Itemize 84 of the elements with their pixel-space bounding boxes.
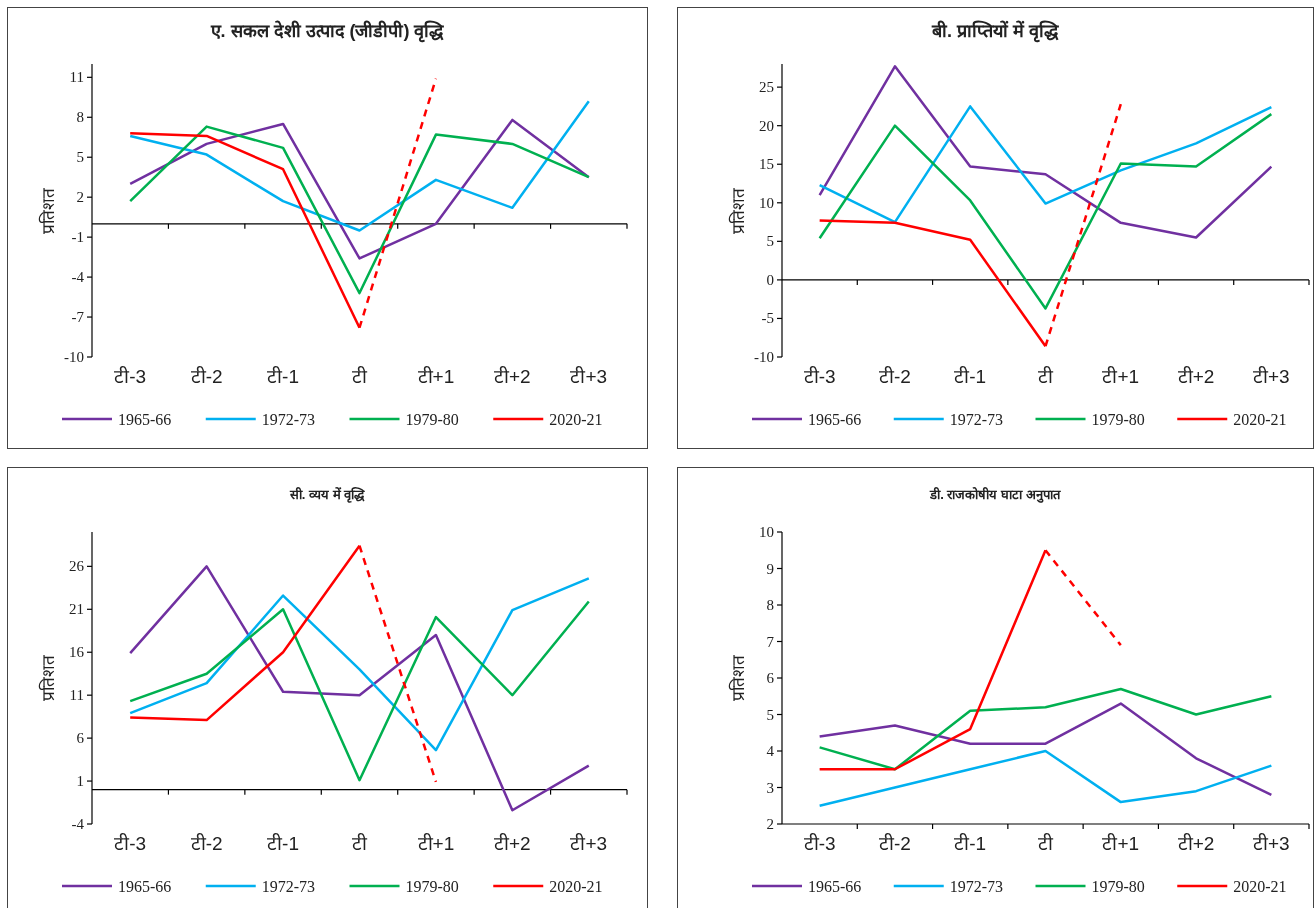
- x-tick-label: टी+3: [570, 832, 608, 854]
- y-tick-label: 26: [69, 558, 85, 575]
- legend-label: 2020-21: [549, 411, 603, 428]
- x-tick-label: टी+3: [1253, 365, 1290, 387]
- y-tick-label: 10: [759, 524, 774, 540]
- legend-label: 1965-66: [808, 878, 862, 895]
- x-tick-label: टी: [1038, 365, 1054, 387]
- x-tick-label: टी-2: [878, 365, 911, 387]
- chart-title: डी. राजकोषीय घाटा अनुपात: [929, 487, 1061, 503]
- x-tick-label: टी-2: [190, 365, 223, 387]
- y-tick-label: -5: [761, 310, 774, 327]
- y-tick-label: -4: [71, 816, 85, 832]
- legend-label: 1979-80: [405, 878, 459, 895]
- x-tick-label: टी+1: [1102, 365, 1140, 387]
- x-tick-label: टी+2: [494, 832, 531, 854]
- legend-label: 1972-73: [261, 878, 316, 895]
- y-axis-title: प्रतिशत: [38, 655, 58, 701]
- legend-label: 1972-73: [949, 411, 1004, 428]
- chart-title: ए. सकल देशी उत्पाद (जीडीपी) वृद्धि: [209, 20, 445, 43]
- x-tick-label: टी-1: [954, 365, 987, 387]
- legend-label: 1979-80: [405, 411, 459, 428]
- y-tick-label: 6: [76, 730, 85, 747]
- y-axis-title: प्रतिशत: [728, 187, 748, 234]
- y-tick-label: 6: [766, 670, 775, 686]
- x-tick-label: टी-3: [114, 832, 147, 854]
- x-tick-label: टी-3: [114, 365, 147, 387]
- y-tick-label: 4: [766, 743, 775, 759]
- legend-label: 1979-80: [1091, 878, 1145, 895]
- x-tick-label: टी: [352, 365, 368, 387]
- y-tick-label: -10: [64, 349, 84, 365]
- x-tick-label: टी+3: [1253, 832, 1290, 854]
- x-tick-label: टी+1: [417, 365, 455, 387]
- y-tick-label: 2: [76, 189, 84, 206]
- legend-label: 2020-21: [1233, 411, 1287, 428]
- y-tick-label: -4: [71, 269, 85, 286]
- x-tick-label: टी+2: [494, 365, 531, 387]
- y-tick-label: 1: [76, 773, 84, 790]
- chart-title: बी. प्राप्तियों में वृद्धि: [930, 20, 1059, 43]
- y-tick-label: 16: [69, 644, 85, 661]
- x-tick-label: टी+1: [417, 832, 455, 854]
- chart-title: सी. व्यय में वृद्धि: [288, 487, 366, 503]
- x-tick-label: टी+1: [1102, 832, 1140, 854]
- y-tick-label: 20: [759, 117, 774, 134]
- y-tick-label: 9: [766, 560, 774, 577]
- x-tick-label: टी+3: [570, 365, 608, 387]
- legend-label: 1972-73: [261, 411, 316, 428]
- y-tick-label: 15: [759, 156, 774, 173]
- y-tick-label: -10: [754, 349, 774, 365]
- y-tick-label: 11: [69, 69, 84, 86]
- y-tick-label: -7: [71, 309, 85, 326]
- y-tick-label: 8: [76, 109, 84, 126]
- x-tick-label: टी-1: [954, 832, 987, 854]
- x-tick-label: टी-3: [803, 832, 836, 854]
- y-tick-label: 10: [759, 194, 774, 211]
- y-tick-label: 11: [69, 687, 84, 704]
- x-tick-label: टी: [352, 832, 368, 854]
- legend-label: 2020-21: [1233, 878, 1287, 895]
- y-tick-label: 0: [766, 271, 774, 288]
- legend-label: 1965-66: [118, 411, 172, 428]
- x-tick-label: टी+2: [1177, 365, 1215, 387]
- x-tick-label: टी-2: [878, 832, 911, 854]
- y-axis-title: प्रतिशत: [728, 655, 748, 701]
- y-tick-label: 25: [759, 79, 774, 96]
- legend-label: 1979-80: [1091, 411, 1145, 428]
- x-tick-label: टी-1: [267, 832, 300, 854]
- x-tick-label: टी+2: [1177, 832, 1215, 854]
- y-tick-label: 5: [766, 706, 774, 723]
- x-tick-label: टी-1: [267, 365, 300, 387]
- legend-label: 1972-73: [949, 878, 1004, 895]
- y-tick-label: 8: [766, 597, 774, 613]
- y-tick-label: -1: [71, 229, 84, 246]
- y-tick-label: 21: [69, 601, 84, 618]
- x-tick-label: टी-3: [803, 365, 836, 387]
- y-tick-label: 5: [76, 149, 84, 166]
- legend-label: 1965-66: [118, 878, 172, 895]
- y-tick-label: 3: [766, 779, 774, 796]
- y-tick-label: 2: [766, 816, 774, 832]
- y-tick-label: 7: [766, 633, 775, 650]
- x-tick-label: टी-2: [190, 832, 223, 854]
- legend-label: 1965-66: [808, 411, 862, 428]
- y-axis-title: प्रतिशत: [38, 187, 58, 234]
- legend-label: 2020-21: [549, 878, 603, 895]
- y-tick-label: 5: [766, 233, 774, 250]
- x-tick-label: टी: [1038, 832, 1054, 854]
